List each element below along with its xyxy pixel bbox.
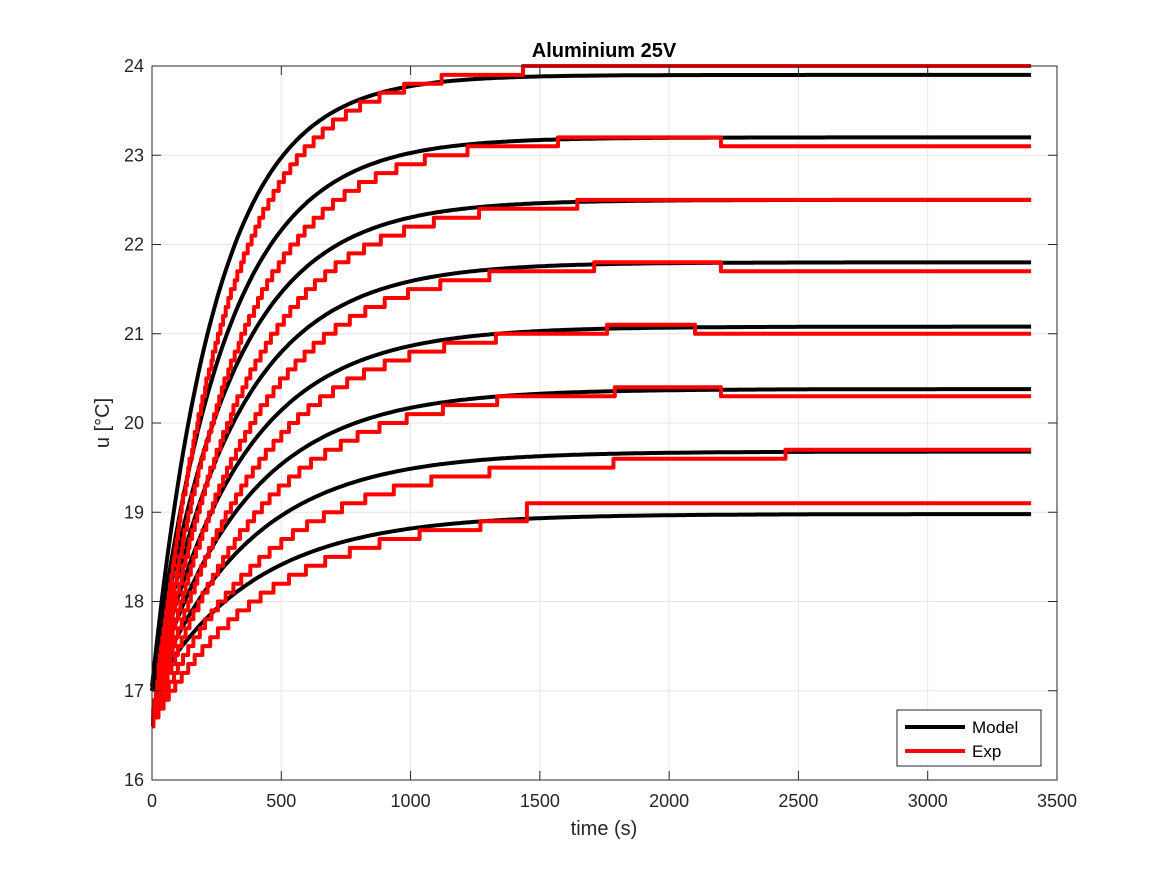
exp-curve [151,197,1032,729]
exp-curve [151,501,1032,729]
exp-curve [151,260,1032,729]
y-tick-label: 17 [124,681,144,701]
y-tick-label: 19 [124,502,144,522]
y-tick-label: 20 [124,413,144,433]
exp-curve [151,135,1032,729]
y-tick-label: 16 [124,770,144,790]
exp-curve [151,385,1032,729]
exp-curve [151,447,1032,729]
model-curve [150,324,1032,692]
model-curve [150,512,1032,692]
legend-box [896,709,1042,767]
x-tick-label: 1000 [391,791,431,811]
exp-curve [151,322,1032,729]
chart-title: Aluminium 25V [532,40,677,62]
legend-label-model: Model [972,718,1018,737]
legend: Model Exp [896,709,1042,767]
y-axis-label: u [°C] [92,398,114,448]
model-curve [150,260,1032,692]
x-tick-label: 1500 [520,791,560,811]
legend-label-exp: Exp [972,742,1001,761]
x-axis-label: time (s) [571,818,638,840]
x-tick-label: 0 [147,791,157,811]
y-tick-label: 22 [124,235,144,255]
x-tick-label: 3500 [1037,791,1077,811]
y-tick-label: 21 [124,324,144,344]
tick-labels: 0 500 1000 1500 2000 2500 3000 3500 16 17 18 19 20 21… [124,56,1077,811]
x-tick-label: 3000 [908,791,948,811]
ticks [151,65,1058,781]
y-tick-label: 24 [124,56,144,76]
y-tick-label: 23 [124,145,144,165]
y-tick-label: 18 [124,592,144,612]
model-curve [150,387,1032,692]
x-tick-label: 500 [266,791,296,811]
model-curve [150,72,1032,687]
x-tick-label: 2000 [649,791,689,811]
exp-curve [151,64,1032,729]
x-tick-label: 2500 [778,791,818,811]
series-layer [150,64,1032,729]
